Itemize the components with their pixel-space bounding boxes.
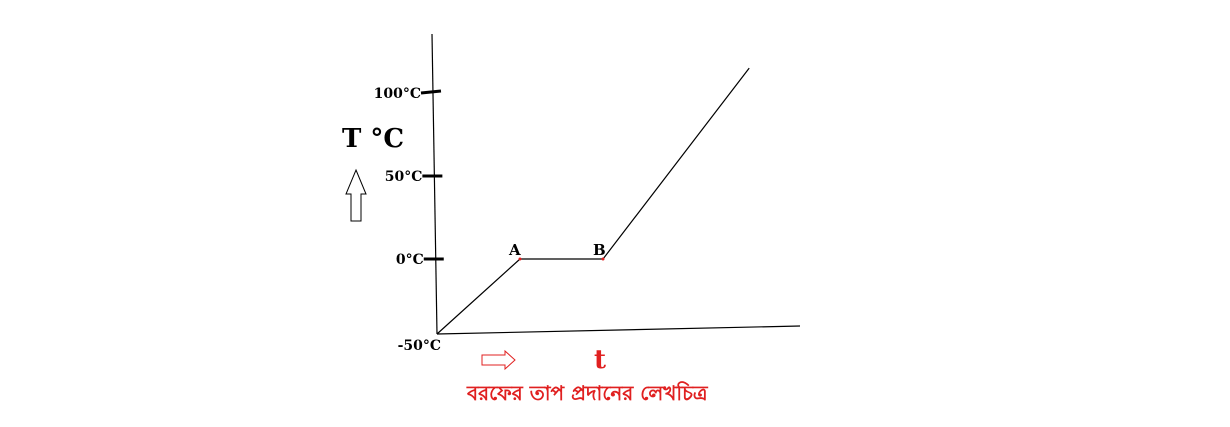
y-ticks: -50°C 0°C 50°C 100°C <box>374 86 444 354</box>
series-line <box>436 67 750 335</box>
y-tick-label: 0°C <box>396 252 424 268</box>
annotation-label: B <box>593 241 606 259</box>
arrow-up-icon <box>345 168 367 222</box>
annotation-label: A <box>508 241 521 259</box>
y-axis <box>431 33 438 335</box>
chart-caption: বরফের তাপ প্রদানের লেখচিত্র <box>466 381 709 405</box>
x-axis-title: t <box>594 345 606 375</box>
x-axis <box>436 325 801 335</box>
y-tick-mark <box>420 89 442 95</box>
y-tick-label: 50°C <box>385 169 423 185</box>
annotation-point <box>518 257 522 261</box>
y-tick-label: 100°C <box>374 86 421 102</box>
arrow-right-icon <box>481 349 516 371</box>
y-tick-label: -50°C <box>398 338 441 354</box>
y-axis-title: T °C <box>342 124 404 154</box>
annotation-point <box>601 257 605 261</box>
